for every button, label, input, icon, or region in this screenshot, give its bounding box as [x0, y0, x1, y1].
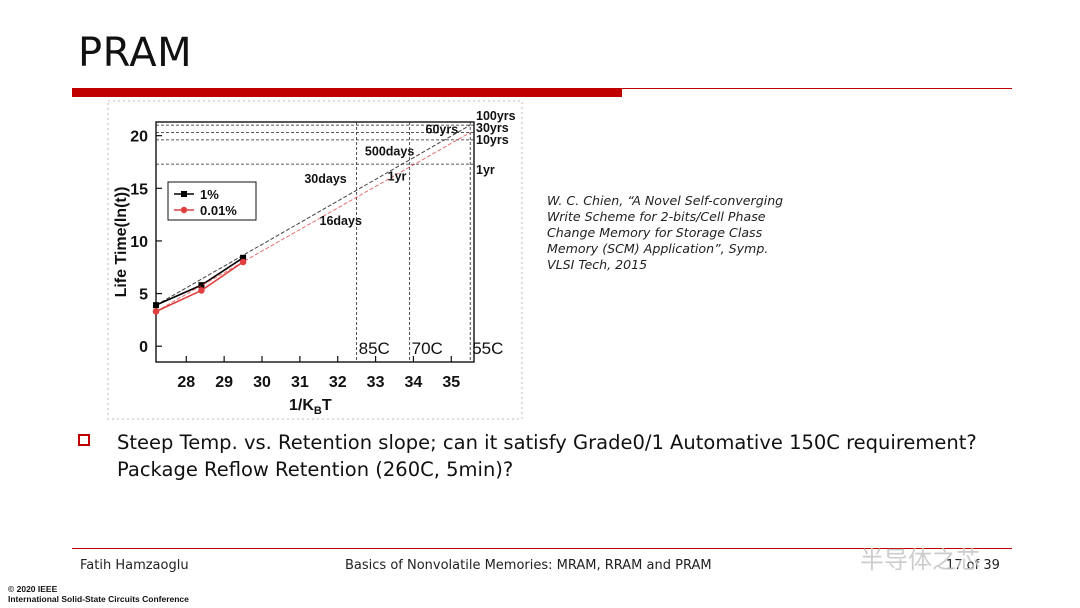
legend-label-0: 1% — [200, 187, 219, 202]
x-tick-label-5: 33 — [367, 374, 385, 391]
annotation-1: 500days — [365, 144, 414, 158]
series-point-0-0 — [153, 302, 159, 309]
page-title: PRAM — [78, 30, 193, 76]
hline-label-1: 30yrs — [476, 121, 509, 135]
series-point-0-1 — [198, 282, 205, 289]
legend-marker-1 — [180, 206, 188, 214]
y-tick-label-0: 0 — [139, 339, 148, 356]
footer-author: Fatih Hamzaoglu — [80, 558, 189, 573]
annotation-3: 1yr — [388, 170, 407, 184]
title-divider-line — [622, 88, 1012, 89]
vline-label-1: 70C — [412, 339, 443, 358]
x-tick-label-4: 32 — [329, 374, 347, 391]
x-axis-label: 1/KBT — [289, 397, 332, 417]
annotation-0: 60yrs — [426, 122, 459, 136]
bullet-icon — [78, 434, 90, 446]
series-fit-line-0 — [155, 124, 471, 306]
copyright-line-2: International Solid-State Circuits Confe… — [8, 594, 189, 604]
annotation-2: 30days — [304, 172, 346, 186]
x-tick-label-1: 29 — [215, 374, 233, 391]
hline-label-2: 10yrs — [476, 133, 509, 147]
watermark-logo: 半导体之芯 — [860, 546, 980, 574]
footer-title: Basics of Nonvolatile Memories: MRAM, RR… — [345, 558, 712, 573]
y-tick-label-2: 10 — [130, 234, 148, 251]
legend-label-1: 0.01% — [200, 203, 237, 218]
chart-outer-frame — [107, 100, 523, 420]
annotation-4: 16days — [320, 214, 362, 228]
legend-box — [167, 181, 257, 221]
retention-chart: 85C 70C 55C 100yrs 30yrs 10yrs 1yr 60yrs 500days… — [104, 100, 524, 422]
copyright-line-1: © 2020 IEEE — [8, 584, 58, 594]
x-tick-label-7: 35 — [442, 374, 460, 391]
x-tick-label-2: 30 — [253, 374, 271, 391]
hline-label-3: 1yr — [476, 163, 495, 177]
hline-label-0: 100yrs — [476, 109, 516, 123]
citation-text: W. C. Chien, “A Novel Self-converging Wr… — [547, 193, 784, 272]
copyright-notice: © 2020 IEEE International Solid-State Ci… — [8, 584, 189, 604]
title-red-bar — [72, 88, 622, 97]
x-tick-label-6: 34 — [405, 374, 423, 391]
vline-label-0: 85C — [359, 339, 390, 358]
footer-page-number: 17 of 39 — [946, 558, 1000, 573]
y-tick-label-3: 15 — [130, 181, 148, 198]
series-fit-line-1 — [155, 132, 471, 312]
footer-divider — [72, 548, 1012, 549]
series-point-1-2 — [239, 258, 247, 266]
x-tick-label-3: 31 — [291, 374, 309, 391]
series-point-1-0 — [152, 308, 160, 315]
y-tick-label-1: 5 — [139, 287, 148, 304]
legend-marker-0 — [181, 191, 187, 197]
bullet-text: Steep Temp. vs. Retention slope; can it … — [117, 431, 977, 481]
y-axis-label: Life Time(ln(t)) — [113, 187, 130, 298]
plot-frame — [155, 121, 475, 363]
series-point-1-1 — [198, 287, 205, 294]
vline-label-2: 55C — [472, 339, 503, 358]
series-point-0-2 — [240, 254, 247, 261]
x-tick-label-0: 28 — [177, 374, 195, 391]
y-tick-label-4: 20 — [130, 129, 148, 146]
